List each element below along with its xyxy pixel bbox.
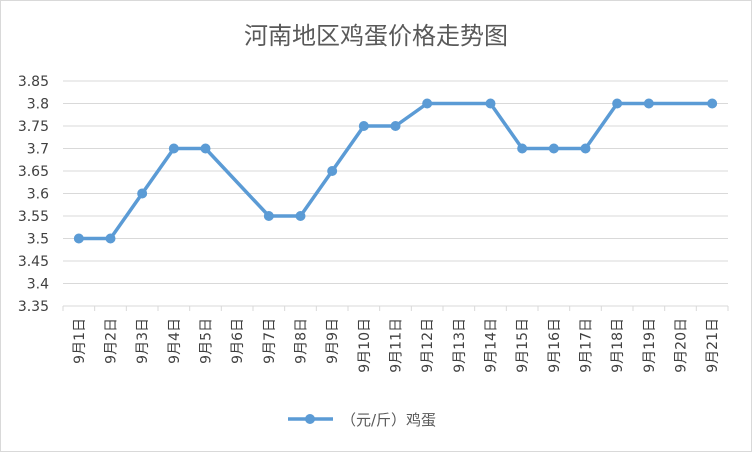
data-point bbox=[548, 143, 559, 154]
x-tick-label: 9月21日 bbox=[705, 318, 721, 373]
x-tick-label: 9月19日 bbox=[642, 318, 658, 373]
x-tick-label: 9月14日 bbox=[484, 318, 500, 373]
data-point bbox=[137, 188, 148, 199]
x-tick-label: 9月15日 bbox=[515, 318, 531, 373]
data-point bbox=[580, 143, 591, 154]
data-point bbox=[168, 143, 179, 154]
x-tick-label: 9月13日 bbox=[452, 318, 468, 373]
x-tick-label: 9月8日 bbox=[294, 318, 310, 364]
x-tick-label: 9月7日 bbox=[262, 318, 278, 364]
y-tick-label: 3.45 bbox=[18, 254, 49, 270]
x-tick-label: 9月18日 bbox=[610, 318, 626, 373]
y-tick-label: 3.75 bbox=[18, 119, 49, 135]
x-tick-label: 9月20日 bbox=[674, 318, 690, 373]
data-point bbox=[200, 143, 211, 154]
x-tick-label: 9月11日 bbox=[389, 318, 405, 373]
data-point bbox=[105, 233, 116, 244]
x-axis-ticks: 9月1日 9月2日 9月3日 9月4日 9月5日 9月6日 9月7日 9月8日 9月9日 9月10… bbox=[62, 306, 729, 373]
y-tick-label: 3.7 bbox=[27, 142, 49, 158]
y-tick-label: 3.35 bbox=[18, 299, 49, 315]
data-point bbox=[485, 98, 496, 109]
x-tick-label: 9月16日 bbox=[547, 318, 563, 373]
x-tick-label: 9月6日 bbox=[230, 318, 246, 364]
x-tick-label: 9月4日 bbox=[167, 318, 183, 364]
x-tick-label: 9月1日 bbox=[72, 318, 88, 364]
legend: （元/斤）鸡蛋 bbox=[288, 411, 436, 429]
x-tick-label: 9月2日 bbox=[104, 318, 120, 364]
chart-title: 河南地区鸡蛋价格走势图 bbox=[244, 22, 508, 50]
x-tick-label: 9月10日 bbox=[357, 318, 373, 373]
data-point bbox=[263, 211, 274, 221]
y-tick-label: 3.55 bbox=[18, 209, 49, 225]
y-tick-label: 3.8 bbox=[27, 97, 49, 113]
data-point bbox=[390, 121, 401, 131]
y-tick-label: 3.65 bbox=[18, 164, 49, 180]
data-point bbox=[707, 98, 718, 109]
data-point bbox=[612, 98, 623, 109]
x-tick-label: 9月17日 bbox=[579, 318, 595, 373]
legend-marker-swatch bbox=[305, 414, 315, 424]
data-point bbox=[517, 143, 528, 154]
legend-label: （元/斤）鸡蛋 bbox=[341, 411, 436, 429]
data-point bbox=[643, 98, 654, 109]
x-tick-label: 9月3日 bbox=[135, 318, 151, 364]
data-point bbox=[295, 211, 306, 221]
series-line bbox=[77, 101, 714, 241]
x-tick-label: 9月9日 bbox=[325, 318, 341, 364]
y-tick-label: 3.85 bbox=[18, 74, 49, 90]
data-point bbox=[327, 166, 338, 176]
y-tick-label: 3.6 bbox=[27, 187, 49, 203]
x-tick-label: 9月5日 bbox=[199, 318, 215, 364]
data-point bbox=[358, 121, 369, 131]
y-tick-label: 3.5 bbox=[27, 232, 49, 248]
y-axis-ticks: 3.35 3.4 3.45 3.5 3.55 3.6 3.65 3.7 3.75 3.8 3.85 bbox=[18, 74, 49, 315]
series-layer bbox=[73, 98, 718, 244]
data-point bbox=[73, 233, 84, 244]
data-point bbox=[422, 98, 433, 109]
x-tick-label: 9月12日 bbox=[420, 318, 436, 373]
y-tick-label: 3.4 bbox=[27, 277, 49, 293]
gridlines bbox=[63, 80, 728, 307]
